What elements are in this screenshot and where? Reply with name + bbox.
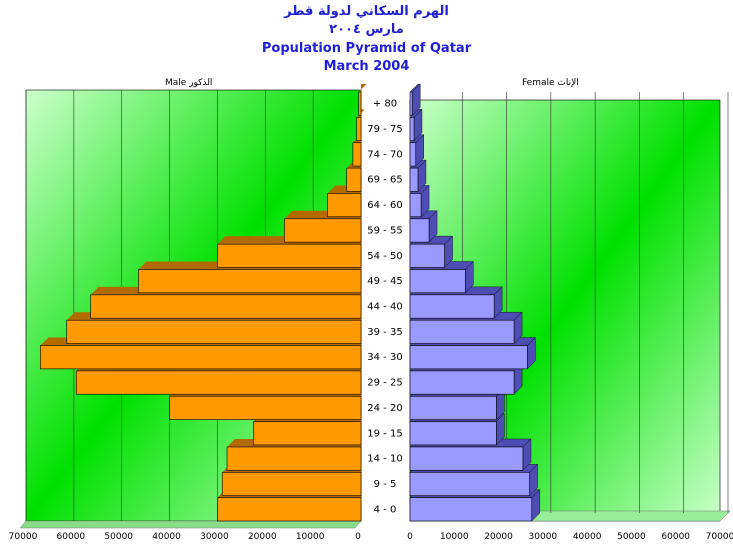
male-bar xyxy=(217,497,362,522)
male-bar xyxy=(40,345,362,370)
female-tick-label: 60000 xyxy=(661,532,690,542)
male-bar xyxy=(75,370,362,395)
female-tick-label: 10000 xyxy=(440,532,469,542)
female-bar xyxy=(409,167,419,192)
male-bar xyxy=(284,218,362,243)
age-group-label: 74 - 70 xyxy=(367,149,402,160)
male-tick-label: 70000 xyxy=(9,532,38,542)
arabic-title: الهرم السكاني لدولة قطر xyxy=(284,4,449,19)
male-tick-label: 50000 xyxy=(104,532,133,542)
female-bar xyxy=(409,370,515,395)
age-group-label: 49 - 45 xyxy=(367,276,402,287)
male-bar xyxy=(66,319,362,344)
female-bar xyxy=(409,193,422,218)
age-group-label: 9 - 5 xyxy=(374,479,397,490)
age-labels: 4 - 0 9 - 5 14 - 10 19 - 15 24 - 20 29 - 25 34… xyxy=(367,99,402,516)
male-bar xyxy=(138,269,362,294)
female-bar xyxy=(409,472,530,496)
female-bar xyxy=(409,395,497,420)
age-group-label: 44 - 40 xyxy=(367,302,402,313)
male-bar xyxy=(90,294,362,319)
female-bar xyxy=(409,345,528,370)
female-bar xyxy=(409,218,430,243)
age-group-label: 34 - 30 xyxy=(367,352,402,363)
age-group-label: 69 - 65 xyxy=(367,175,402,186)
male-tick-label: 60000 xyxy=(57,532,86,542)
male-bar xyxy=(253,421,362,446)
age-group-label: 59 - 55 xyxy=(367,225,402,236)
male-bar xyxy=(221,472,362,496)
age-group-label: 79 - 75 xyxy=(367,124,402,135)
age-group-label: 64 - 60 xyxy=(367,200,402,211)
male-floor xyxy=(19,520,362,529)
male-tick-label: 0 xyxy=(355,532,361,542)
female-bar xyxy=(409,269,466,294)
male-panel: 70000 60000 50000 40000 30000 20000 10000 0 xyxy=(9,84,367,542)
male-bar xyxy=(169,395,362,420)
age-group-label: 4 - 0 xyxy=(374,504,397,515)
female-bar xyxy=(409,319,515,344)
age-group-label: 39 - 35 xyxy=(367,327,402,338)
male-bar-top xyxy=(358,84,367,93)
age-group-label: 19 - 15 xyxy=(367,428,402,439)
female-tick-label: 70000 xyxy=(706,532,733,542)
female-panel-label: Female الإناث xyxy=(522,78,579,88)
female-panel: 0 10000 20000 30000 40000 50000 60000 70000 xyxy=(407,83,733,542)
arabic-subtitle: مارس ٢٠٠٤ xyxy=(329,22,404,37)
female-tick-label: 0 xyxy=(407,532,413,542)
age-group-label: 29 - 25 xyxy=(367,378,402,389)
male-tick-label: 10000 xyxy=(296,532,325,542)
female-tick-label: 50000 xyxy=(617,532,646,542)
male-bar xyxy=(327,193,362,218)
female-bar xyxy=(409,294,495,319)
male-bar xyxy=(226,446,362,471)
female-bar xyxy=(409,243,445,268)
male-bar xyxy=(356,117,362,142)
age-group-label: + 80 xyxy=(373,99,397,110)
female-bar xyxy=(409,497,533,522)
male-tick-label: 20000 xyxy=(248,532,277,542)
male-bar xyxy=(352,142,362,167)
male-bar xyxy=(217,243,362,268)
female-tick-label: 20000 xyxy=(484,532,513,542)
female-bar xyxy=(409,91,413,116)
female-bar xyxy=(409,446,524,471)
female-bar xyxy=(409,117,415,142)
age-group-label: 24 - 20 xyxy=(367,403,402,414)
male-panel-label: Male الذكور xyxy=(165,78,213,88)
female-bar xyxy=(409,421,497,446)
male-bar xyxy=(346,167,362,192)
male-tick-label: 40000 xyxy=(152,532,181,542)
english-title: Population Pyramid of Qatar xyxy=(261,41,472,56)
female-tick-label: 40000 xyxy=(573,532,602,542)
female-tick-label: 30000 xyxy=(529,532,558,542)
male-bar xyxy=(358,91,362,116)
age-group-label: 14 - 10 xyxy=(367,454,402,465)
age-group-label: 54 - 50 xyxy=(367,251,402,262)
english-subtitle: March 2004 xyxy=(323,59,410,74)
female-bar xyxy=(409,142,417,167)
male-tick-label: 30000 xyxy=(200,532,229,542)
